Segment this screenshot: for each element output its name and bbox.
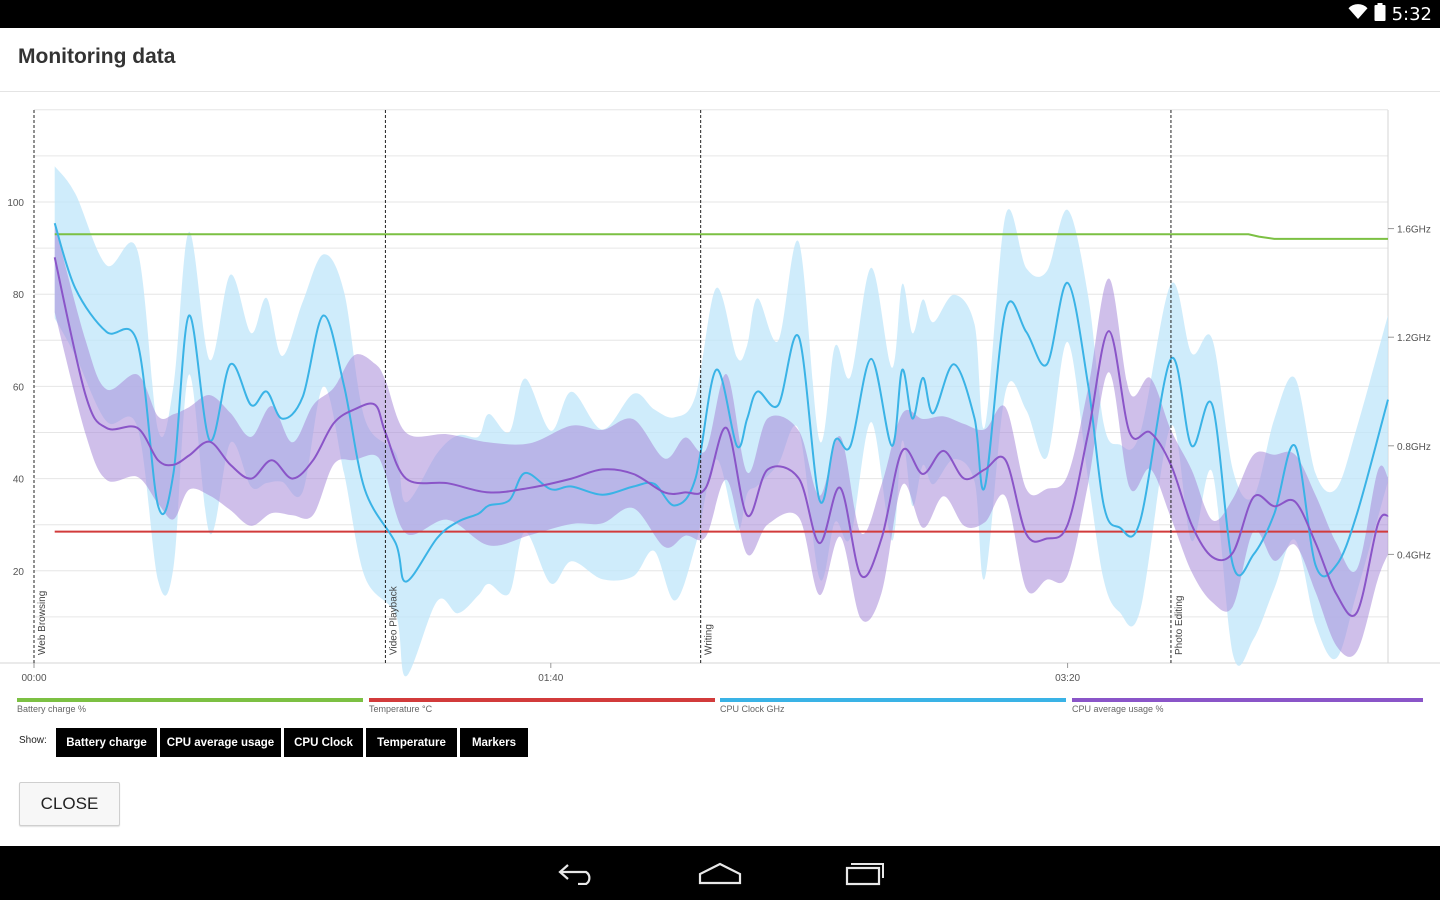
axis-layer: 20 40 60 80 100 0.4GHz 0.8GHz 1.2GHz 1.6GHz 00:00… bbox=[7, 198, 1431, 684]
y-right-tick-label: 0.4GHz bbox=[1397, 550, 1431, 561]
toggle-cpu-clock-button[interactable]: CPU Clock bbox=[284, 728, 363, 757]
y-left-tick-label: 60 bbox=[13, 382, 25, 393]
legend-bar-battery bbox=[17, 698, 363, 702]
chart-svg: Web Browsing Video Playback Writing Photo E… bbox=[0, 109, 1440, 684]
legend-bar-temperature bbox=[369, 698, 715, 702]
home-icon[interactable] bbox=[690, 854, 750, 892]
y-right-tick-label: 1.6GHz bbox=[1397, 225, 1431, 236]
show-label: Show: bbox=[19, 735, 47, 746]
marker-layer: Web Browsing Video Playback Writing Photo E… bbox=[33, 110, 1185, 663]
line-layer bbox=[53, 222, 1389, 617]
legend-label-battery: Battery charge % bbox=[17, 704, 87, 714]
y-left-tick-label: 80 bbox=[13, 290, 25, 301]
dialog-header: Monitoring data bbox=[0, 28, 1440, 92]
y-left-tick-label: 100 bbox=[7, 198, 24, 209]
status-bar: 5:32 bbox=[0, 0, 1440, 28]
status-time: 5:32 bbox=[1391, 3, 1432, 25]
close-button[interactable]: CLOSE bbox=[19, 782, 120, 826]
band-layer bbox=[54, 166, 1389, 677]
y-left-tick-label: 20 bbox=[13, 567, 25, 578]
battery-icon bbox=[1374, 2, 1386, 26]
dialog-title: Monitoring data bbox=[18, 45, 176, 68]
legend-label-cpu-clock: CPU Clock GHz bbox=[720, 704, 785, 714]
toggle-markers-button[interactable]: Markers bbox=[460, 728, 528, 757]
cpu-usage-range-band bbox=[54, 224, 1389, 657]
wifi-icon bbox=[1348, 3, 1368, 25]
marker-label: Writing bbox=[704, 624, 715, 655]
recent-apps-icon[interactable] bbox=[835, 854, 895, 892]
toggle-cpu-average-usage-button[interactable]: CPU average usage bbox=[160, 728, 281, 757]
y-right-tick-label: 0.8GHz bbox=[1397, 442, 1431, 453]
x-tick-label: 03:20 bbox=[1055, 673, 1080, 684]
battery-charge-series-line bbox=[54, 233, 1388, 240]
legend-label-cpu-usage: CPU average usage % bbox=[1072, 704, 1164, 714]
x-tick-label: 00:00 bbox=[21, 673, 46, 684]
marker-label: Photo Editing bbox=[1174, 596, 1185, 656]
cpu-clock-ghz-series-line bbox=[53, 222, 1389, 583]
cpu-average-usage-series-line bbox=[53, 257, 1389, 617]
legend-bar-cpu-clock bbox=[720, 698, 1066, 702]
legend-label-temperature: Temperature °C bbox=[369, 704, 433, 714]
marker-label: Video Playback bbox=[388, 585, 399, 655]
x-tick-label: 01:40 bbox=[538, 673, 563, 684]
back-icon[interactable] bbox=[546, 854, 606, 892]
y-right-tick-label: 1.2GHz bbox=[1397, 333, 1431, 344]
toggle-temperature-button[interactable]: Temperature bbox=[366, 728, 457, 757]
toggle-battery-charge-button[interactable]: Battery charge bbox=[56, 728, 157, 757]
y-left-tick-label: 40 bbox=[13, 475, 25, 486]
marker-label: Web Browsing bbox=[37, 591, 48, 655]
status-icons: 5:32 bbox=[1348, 2, 1432, 26]
monitoring-chart: Web Browsing Video Playback Writing Photo E… bbox=[0, 92, 1440, 692]
navigation-bar bbox=[0, 846, 1440, 900]
legend-bar-cpu-usage bbox=[1072, 698, 1423, 702]
monitoring-dialog: Monitoring data Web Browsing Video Playba… bbox=[0, 28, 1440, 846]
